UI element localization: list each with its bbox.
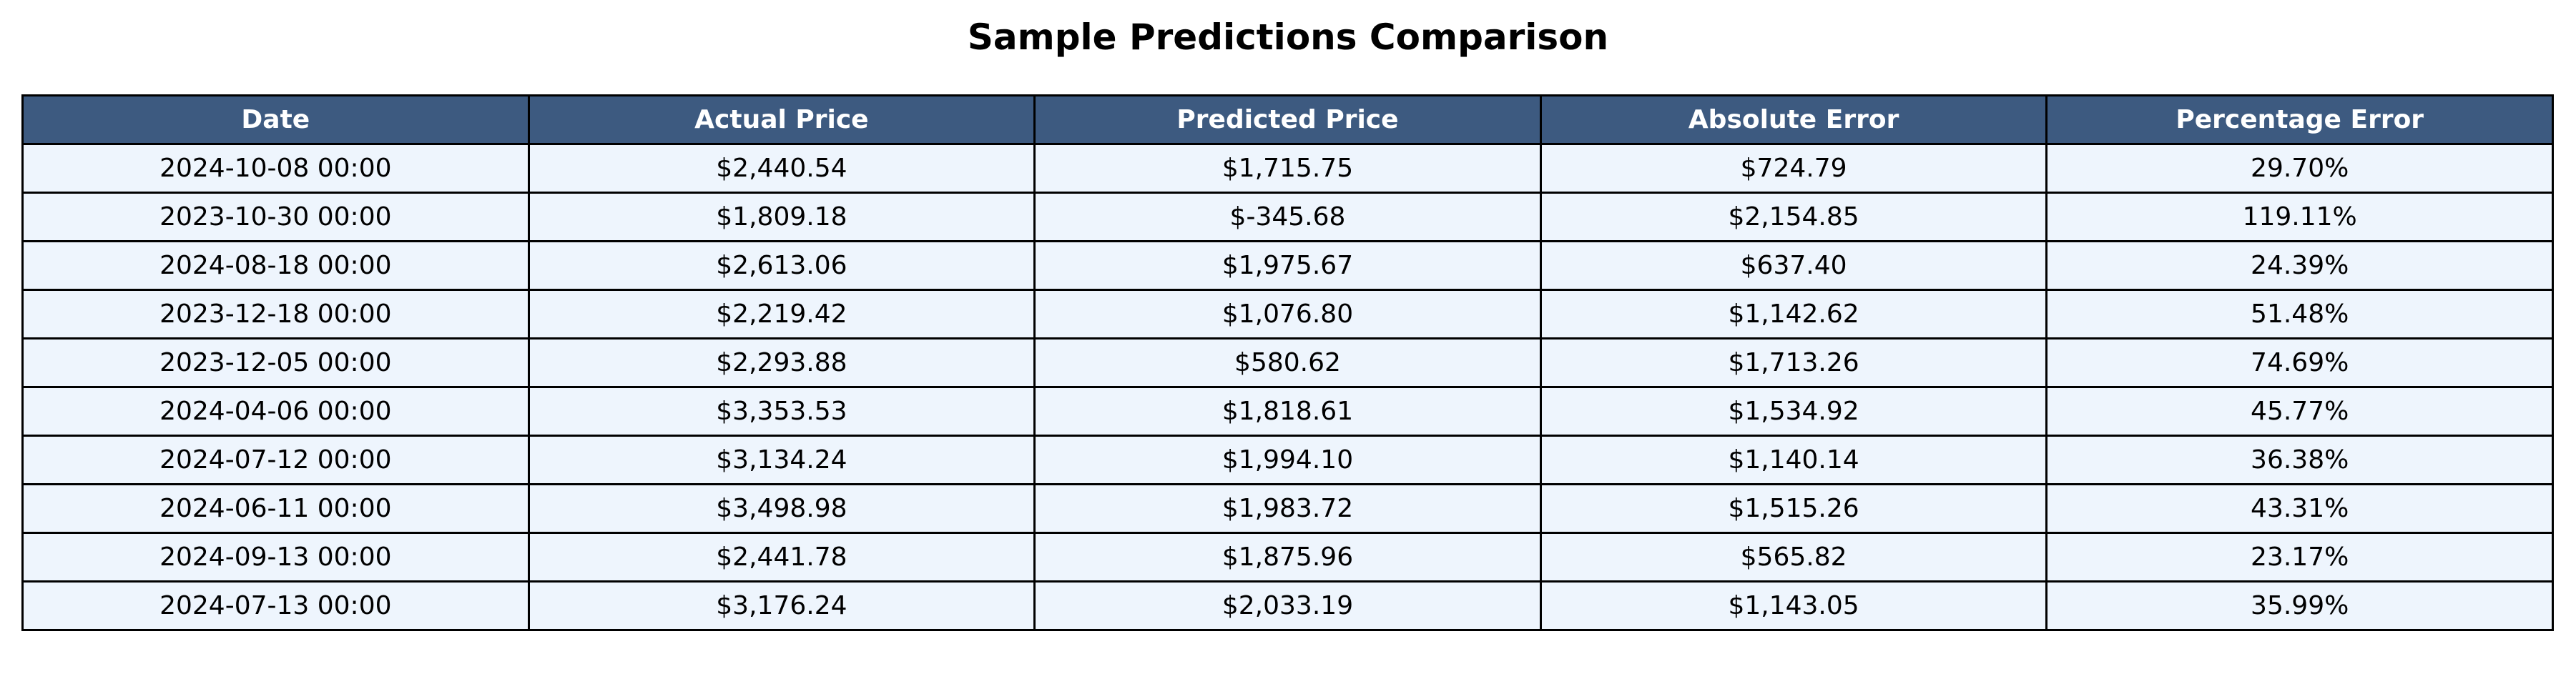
cell-predicted-price: $1,818.61 — [1033, 386, 1542, 437]
cell-date: 2024-09-13 00:00 — [21, 532, 530, 583]
cell-absolute-error: $2,154.85 — [1539, 192, 2048, 242]
cell-actual-price: $3,134.24 — [527, 435, 1036, 485]
cell-predicted-price: $1,875.96 — [1033, 532, 1542, 583]
table-row: 2024-10-08 00:00 $2,440.54 $1,715.75 $72… — [21, 143, 2554, 194]
table-row: 2024-07-13 00:00 $3,176.24 $2,033.19 $1,… — [21, 580, 2554, 631]
cell-predicted-price: $1,994.10 — [1033, 435, 1542, 485]
cell-percentage-error: 29.70% — [2045, 143, 2554, 194]
column-header-predicted-price: Predicted Price — [1033, 94, 1542, 145]
table-row: 2023-12-05 00:00 $2,293.88 $580.62 $1,71… — [21, 337, 2554, 388]
header-row: Date Actual Price Predicted Price Absolu… — [21, 94, 2554, 145]
column-header-percentage-error: Percentage Error — [2045, 94, 2554, 145]
column-header-date: Date — [21, 94, 530, 145]
cell-percentage-error: 36.38% — [2045, 435, 2554, 485]
cell-actual-price: $2,293.88 — [527, 337, 1036, 388]
cell-date: 2024-06-11 00:00 — [21, 483, 530, 534]
table-row: 2024-07-12 00:00 $3,134.24 $1,994.10 $1,… — [21, 435, 2554, 485]
predictions-table: Date Actual Price Predicted Price Absolu… — [21, 94, 2554, 631]
cell-actual-price: $3,176.24 — [527, 580, 1036, 631]
cell-percentage-error: 119.11% — [2045, 192, 2554, 242]
cell-absolute-error: $1,515.26 — [1539, 483, 2048, 534]
cell-percentage-error: 45.77% — [2045, 386, 2554, 437]
cell-actual-price: $2,219.42 — [527, 289, 1036, 340]
cell-date: 2023-12-05 00:00 — [21, 337, 530, 388]
cell-percentage-error: 74.69% — [2045, 337, 2554, 388]
cell-actual-price: $3,353.53 — [527, 386, 1036, 437]
cell-date: 2024-10-08 00:00 — [21, 143, 530, 194]
cell-predicted-price: $-345.68 — [1033, 192, 1542, 242]
cell-absolute-error: $1,713.26 — [1539, 337, 2048, 388]
cell-date: 2024-07-12 00:00 — [21, 435, 530, 485]
cell-predicted-price: $1,076.80 — [1033, 289, 1542, 340]
cell-actual-price: $1,809.18 — [527, 192, 1036, 242]
cell-absolute-error: $724.79 — [1539, 143, 2048, 194]
cell-actual-price: $3,498.98 — [527, 483, 1036, 534]
cell-percentage-error: 24.39% — [2045, 240, 2554, 291]
cell-predicted-price: $1,975.67 — [1033, 240, 1542, 291]
cell-absolute-error: $1,534.92 — [1539, 386, 2048, 437]
cell-date: 2024-08-18 00:00 — [21, 240, 530, 291]
cell-percentage-error: 23.17% — [2045, 532, 2554, 583]
table-row: 2023-10-30 00:00 $1,809.18 $-345.68 $2,1… — [21, 192, 2554, 242]
cell-date: 2023-10-30 00:00 — [21, 192, 530, 242]
table-row: 2023-12-18 00:00 $2,219.42 $1,076.80 $1,… — [21, 289, 2554, 340]
column-header-actual-price: Actual Price — [527, 94, 1036, 145]
cell-date: 2023-12-18 00:00 — [21, 289, 530, 340]
cell-actual-price: $2,440.54 — [527, 143, 1036, 194]
cell-absolute-error: $637.40 — [1539, 240, 2048, 291]
cell-predicted-price: $1,715.75 — [1033, 143, 1542, 194]
cell-percentage-error: 51.48% — [2045, 289, 2554, 340]
table-row: 2024-04-06 00:00 $3,353.53 $1,818.61 $1,… — [21, 386, 2554, 437]
cell-absolute-error: $1,143.05 — [1539, 580, 2048, 631]
column-header-absolute-error: Absolute Error — [1539, 94, 2048, 145]
cell-percentage-error: 43.31% — [2045, 483, 2554, 534]
cell-absolute-error: $1,142.62 — [1539, 289, 2048, 340]
table-row: 2024-06-11 00:00 $3,498.98 $1,983.72 $1,… — [21, 483, 2554, 534]
cell-date: 2024-07-13 00:00 — [21, 580, 530, 631]
cell-predicted-price: $580.62 — [1033, 337, 1542, 388]
cell-actual-price: $2,613.06 — [527, 240, 1036, 291]
table-row: 2024-09-13 00:00 $2,441.78 $1,875.96 $56… — [21, 532, 2554, 583]
cell-percentage-error: 35.99% — [2045, 580, 2554, 631]
cell-absolute-error: $565.82 — [1539, 532, 2048, 583]
cell-absolute-error: $1,140.14 — [1539, 435, 2048, 485]
cell-predicted-price: $1,983.72 — [1033, 483, 1542, 534]
cell-actual-price: $2,441.78 — [527, 532, 1036, 583]
chart-title: Sample Predictions Comparison — [967, 16, 1609, 58]
table-row: 2024-08-18 00:00 $2,613.06 $1,975.67 $63… — [21, 240, 2554, 291]
cell-predicted-price: $2,033.19 — [1033, 580, 1542, 631]
cell-date: 2024-04-06 00:00 — [21, 386, 530, 437]
